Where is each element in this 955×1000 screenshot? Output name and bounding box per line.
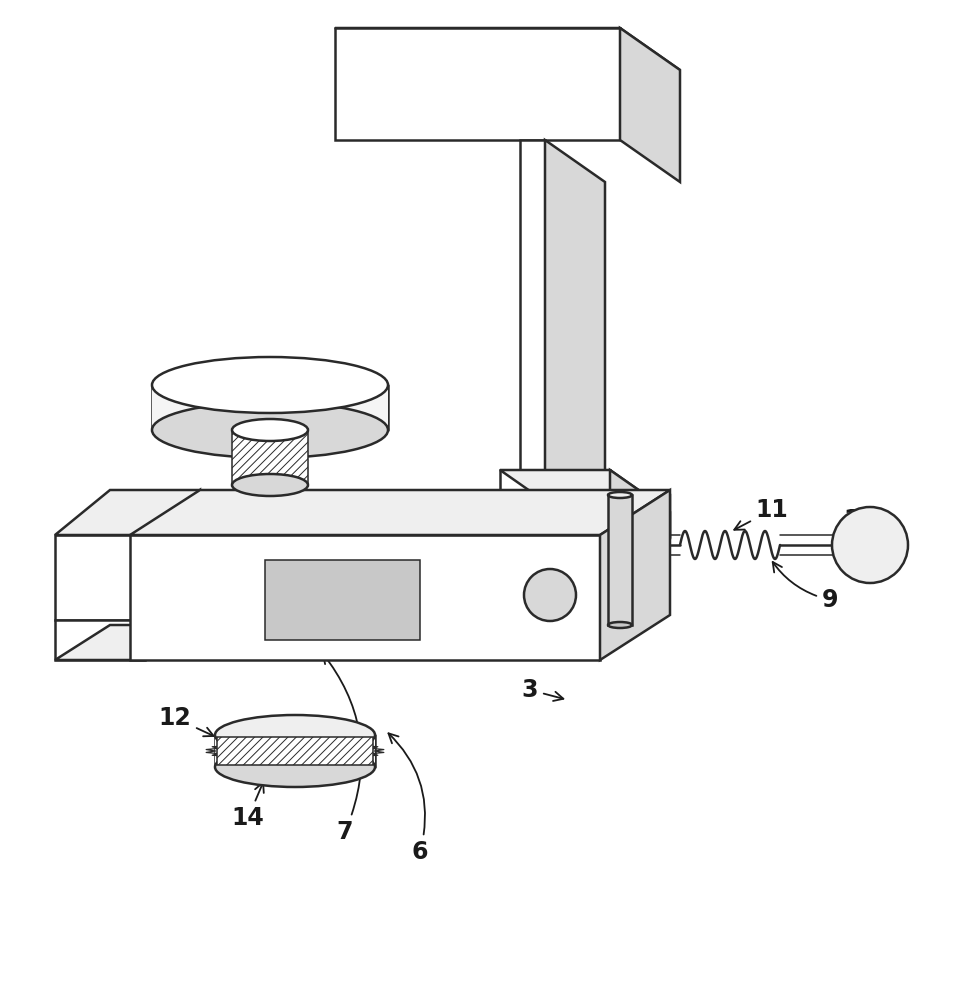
Ellipse shape (608, 492, 632, 498)
Ellipse shape (608, 622, 632, 628)
Polygon shape (335, 28, 680, 70)
Polygon shape (130, 490, 670, 535)
Text: 6: 6 (389, 733, 428, 864)
Polygon shape (620, 28, 680, 182)
Text: 5: 5 (492, 488, 550, 514)
Polygon shape (215, 735, 375, 767)
Ellipse shape (232, 474, 308, 496)
Polygon shape (610, 470, 670, 537)
Text: 7: 7 (323, 654, 361, 844)
Polygon shape (500, 470, 610, 495)
Ellipse shape (524, 569, 576, 621)
Ellipse shape (832, 507, 908, 583)
Polygon shape (265, 560, 420, 640)
Ellipse shape (215, 715, 375, 755)
Bar (217, 737, 373, 765)
Ellipse shape (232, 419, 308, 441)
Polygon shape (520, 140, 545, 480)
Ellipse shape (152, 357, 388, 413)
Polygon shape (610, 495, 655, 538)
Polygon shape (130, 535, 600, 660)
Polygon shape (335, 28, 620, 140)
Text: 9: 9 (773, 562, 838, 612)
Polygon shape (600, 490, 670, 660)
Text: 14: 14 (232, 782, 265, 830)
Polygon shape (610, 495, 670, 537)
Polygon shape (55, 620, 145, 660)
Polygon shape (55, 625, 200, 660)
Text: 13: 13 (188, 366, 245, 414)
Text: 11: 11 (734, 498, 789, 530)
Ellipse shape (152, 402, 388, 458)
Polygon shape (145, 490, 200, 620)
Polygon shape (55, 490, 200, 535)
Text: 12: 12 (159, 706, 214, 736)
Polygon shape (500, 470, 670, 512)
Text: 8: 8 (617, 556, 636, 600)
Polygon shape (608, 495, 632, 625)
Bar (232, 430, 308, 485)
Polygon shape (545, 140, 605, 522)
Ellipse shape (215, 747, 375, 787)
Text: 10: 10 (843, 508, 877, 538)
Polygon shape (55, 535, 145, 620)
Polygon shape (152, 385, 388, 430)
Text: 3: 3 (521, 678, 563, 702)
